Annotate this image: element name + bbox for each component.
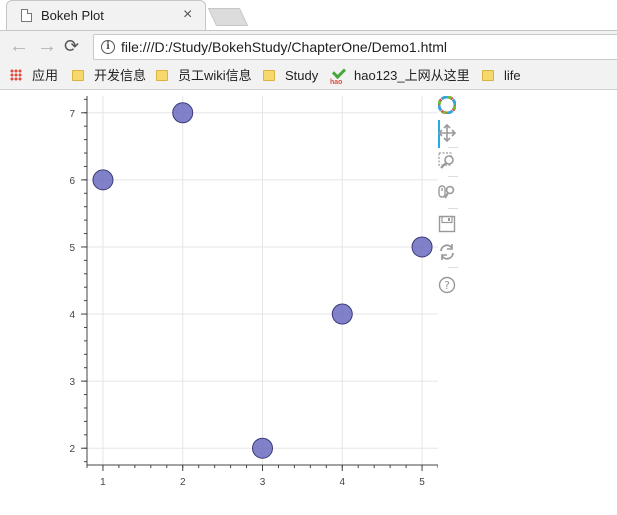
bookmark-study[interactable]: Study bbox=[263, 68, 318, 84]
tool-separator bbox=[448, 147, 458, 148]
scatter-point bbox=[252, 437, 273, 459]
y-tick-label: 4 bbox=[69, 310, 75, 321]
tool-separator bbox=[448, 208, 458, 209]
pan-tool-icon[interactable] bbox=[438, 124, 456, 142]
folder-icon bbox=[263, 70, 275, 81]
url-text[interactable]: file:///D:/Study/BokehStudy/ChapterOne/D… bbox=[121, 39, 448, 55]
reload-icon[interactable]: ⟳ bbox=[64, 36, 80, 56]
help-tool-icon[interactable]: ? bbox=[438, 276, 456, 294]
tab-bokeh-plot[interactable]: Bokeh Plot × bbox=[6, 0, 206, 30]
hao123-icon bbox=[330, 68, 346, 91]
new-tab-button[interactable] bbox=[207, 8, 249, 26]
x-tick-label: 1 bbox=[100, 477, 106, 488]
y-tick-label: 7 bbox=[69, 109, 75, 120]
back-arrow-icon[interactable]: ← bbox=[9, 35, 29, 57]
x-tick-label: 3 bbox=[260, 477, 266, 488]
plot-toolbar: ? bbox=[438, 91, 468, 301]
x-tick-label: 5 bbox=[419, 477, 425, 488]
bookmark-dev-info[interactable]: 开发信息 bbox=[72, 68, 146, 84]
close-icon[interactable]: × bbox=[183, 6, 193, 23]
wheel-zoom-tool-icon[interactable] bbox=[438, 183, 456, 201]
tab-title: Bokeh Plot bbox=[41, 8, 104, 23]
scatter-point bbox=[92, 169, 114, 191]
bookmark-apps[interactable]: 应用 bbox=[10, 68, 58, 84]
bookmark-hao123[interactable]: hao123_上网从这里 bbox=[330, 68, 470, 91]
bokeh-plot[interactable]: 1 2 3 4 5 2 3 4 5 6 7 bbox=[0, 91, 617, 515]
tab-strip: Bokeh Plot × bbox=[0, 0, 617, 30]
svg-text:?: ? bbox=[444, 279, 450, 292]
browser-toolbar: ← → ⟳ i file:///D:/Study/BokehStudy/Chap… bbox=[0, 30, 617, 63]
scatter-chart[interactable]: 1 2 3 4 5 2 3 4 5 6 7 bbox=[0, 91, 438, 515]
box-zoom-tool-icon[interactable] bbox=[438, 152, 456, 170]
save-tool-icon[interactable] bbox=[438, 215, 456, 233]
bookmark-life[interactable]: life bbox=[482, 68, 521, 84]
page-icon bbox=[21, 9, 32, 22]
bokeh-logo-icon[interactable] bbox=[438, 96, 456, 114]
y-tick-label: 2 bbox=[69, 444, 75, 455]
folder-icon bbox=[482, 70, 494, 81]
info-icon[interactable]: i bbox=[101, 40, 115, 54]
scatter-point bbox=[172, 102, 194, 124]
bookmarks-bar: 应用 开发信息 员工wiki信息 Study hao123_上网从这里 life bbox=[0, 63, 617, 91]
scatter-point bbox=[411, 236, 433, 258]
bookmark-employee-wiki[interactable]: 员工wiki信息 bbox=[156, 68, 252, 84]
y-tick-label: 6 bbox=[69, 176, 75, 187]
reset-tool-icon[interactable] bbox=[438, 243, 456, 261]
y-tick-label: 5 bbox=[69, 243, 75, 254]
x-tick-label: 4 bbox=[339, 477, 345, 488]
y-tick-label: 3 bbox=[69, 377, 75, 388]
tool-separator bbox=[448, 176, 458, 177]
address-bar[interactable]: i file:///D:/Study/BokehStudy/ChapterOne… bbox=[93, 34, 617, 60]
folder-icon bbox=[72, 70, 84, 81]
x-tick-label: 2 bbox=[180, 477, 186, 488]
tool-separator bbox=[448, 267, 458, 268]
folder-icon bbox=[156, 70, 168, 81]
forward-arrow-icon[interactable]: → bbox=[37, 35, 57, 57]
scatter-point bbox=[331, 303, 353, 325]
apps-icon bbox=[10, 69, 22, 81]
